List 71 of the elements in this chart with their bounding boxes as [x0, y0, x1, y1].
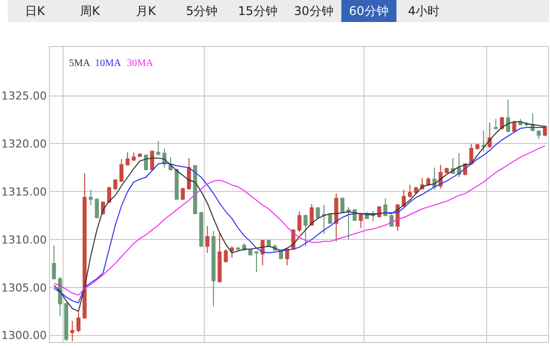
- candlestick: [199, 211, 204, 247]
- candlestick: [297, 211, 302, 232]
- text: 15分钟: [238, 4, 278, 18]
- candlestick: [488, 122, 492, 148]
- candlestick: [512, 120, 516, 133]
- y-tick-label: 1305.00: [1, 281, 47, 294]
- candlestick: [180, 187, 185, 200]
- candlestick: [186, 158, 191, 190]
- candlestick: [444, 167, 449, 174]
- candlestick: [82, 172, 87, 319]
- text: 周K: [80, 4, 101, 18]
- candlestick: [316, 206, 320, 218]
- y-tick-label: 1325.00: [1, 90, 47, 103]
- candlestick: [156, 140, 160, 156]
- candlestick: [212, 230, 216, 308]
- text: 10MA: [95, 58, 122, 69]
- candlestick: [408, 184, 412, 198]
- candlestick: [254, 250, 258, 273]
- text: 月K: [136, 4, 157, 18]
- candlestick: [402, 189, 406, 208]
- y-tick-label: 1310.00: [1, 233, 47, 246]
- candlestick: [224, 248, 228, 263]
- candlestick: [346, 206, 351, 240]
- candlestick: [76, 312, 80, 333]
- candlestick: [119, 158, 124, 183]
- candlestick: [358, 213, 363, 229]
- candlestick: [113, 178, 118, 190]
- candlestick: [383, 198, 388, 216]
- candlestick: [174, 168, 179, 200]
- y-tick-label: 1315.00: [1, 185, 47, 198]
- text: 5分钟: [186, 4, 218, 18]
- candlestick: [70, 320, 74, 342]
- candlestick: [230, 246, 234, 258]
- candlestick: [494, 118, 498, 130]
- candlestick: [482, 130, 486, 152]
- candlestick: [144, 154, 148, 170]
- text: 日K: [25, 4, 46, 18]
- candlestick: [193, 164, 198, 214]
- text: 4小时: [408, 4, 440, 18]
- candlestick: [107, 186, 112, 203]
- y-tick-label: 1320.00: [1, 138, 47, 151]
- candlestick: [88, 189, 93, 206]
- candlestick: [126, 152, 130, 166]
- text: 60分钟: [349, 4, 388, 18]
- candlestick: [304, 214, 308, 247]
- text: 5MA: [69, 58, 91, 69]
- candlestick: [218, 232, 222, 284]
- y-tick-label: 1300.00: [1, 329, 47, 342]
- candlestick: [334, 193, 338, 242]
- candlestick: [457, 152, 462, 178]
- candlestick: [310, 204, 314, 226]
- candlestick: [132, 152, 136, 162]
- candlestick: [64, 302, 68, 342]
- candlestick: [322, 204, 326, 234]
- candlestick: [168, 156, 173, 172]
- text: 30MA: [127, 58, 154, 69]
- candlestick: [52, 244, 56, 280]
- candlestick: [94, 198, 99, 219]
- candlestick: [205, 226, 210, 254]
- candlestick: [150, 150, 154, 170]
- candlestick: [506, 99, 510, 133]
- candlestick: [266, 239, 271, 247]
- candlestick: [328, 213, 332, 224]
- candlestick: [248, 248, 252, 256]
- candlestick: [469, 143, 474, 166]
- candlestick: [475, 143, 480, 150]
- candlestick: [340, 196, 344, 212]
- text: 30分钟: [294, 4, 334, 18]
- candlestick: [285, 248, 290, 266]
- candlestick: [536, 130, 541, 140]
- candlestick: [236, 246, 240, 252]
